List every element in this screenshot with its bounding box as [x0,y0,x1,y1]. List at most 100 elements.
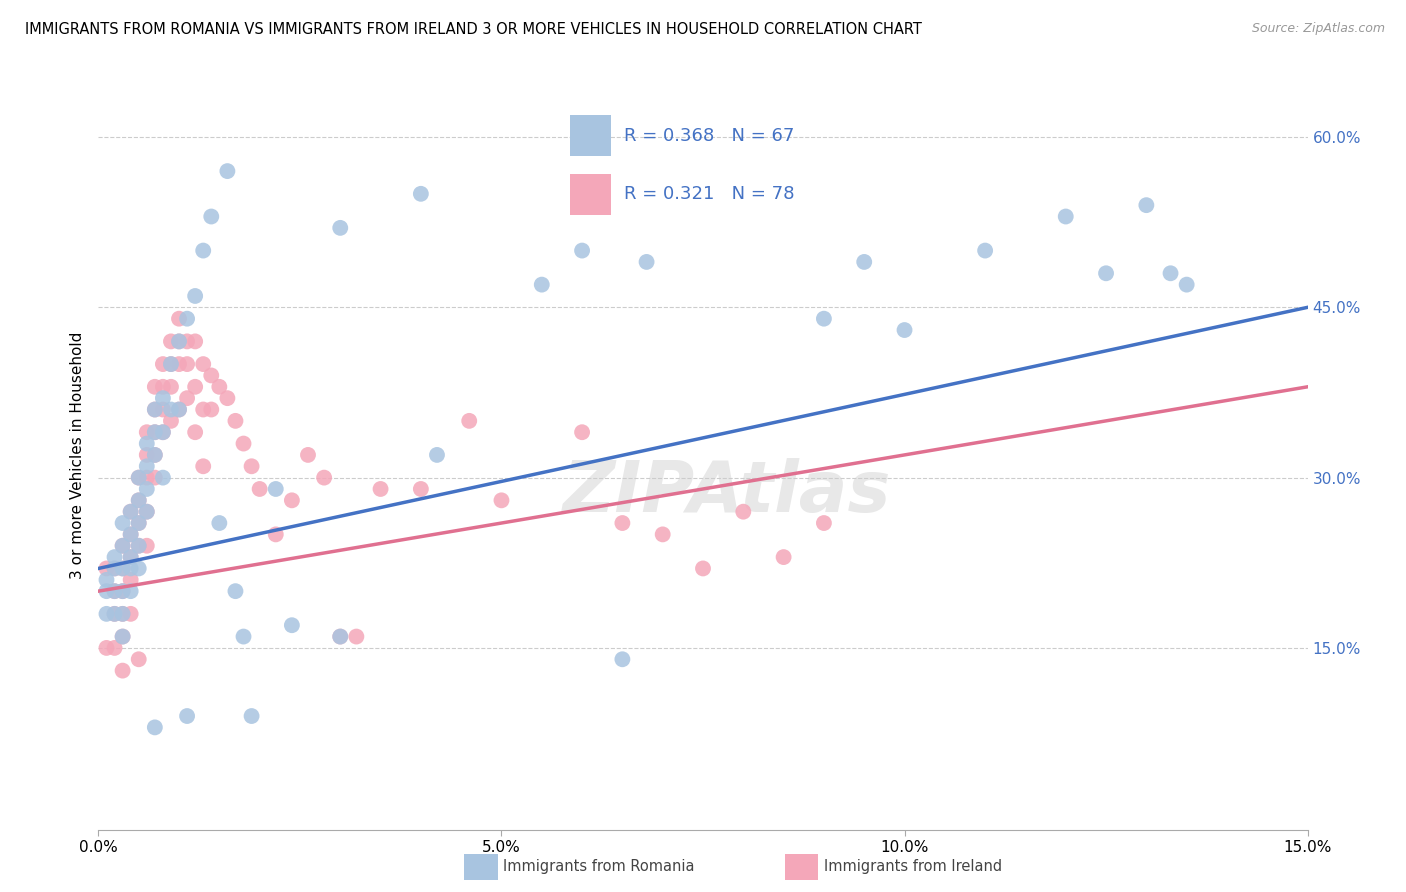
Point [281,493,304,508]
Point [111,607,134,621]
Point [733,505,755,519]
Point [152,391,174,405]
Point [176,311,198,326]
Point [143,425,166,440]
Point [176,334,198,349]
Point [184,334,207,349]
Point [96,640,118,655]
Point [111,630,134,644]
Point [571,244,593,258]
Point [111,607,134,621]
Point [96,607,118,621]
Point [103,584,125,599]
Point [893,323,915,337]
Point [692,561,714,575]
Point [160,380,183,394]
Point [1095,266,1118,280]
Point [120,573,142,587]
Point [224,414,246,428]
Point [167,402,190,417]
Point [176,709,198,723]
Point [152,357,174,371]
Point [208,380,231,394]
Point [1054,210,1077,224]
Point [264,482,287,496]
Point [152,425,174,440]
Point [135,505,157,519]
Point [370,482,392,496]
Point [128,652,150,666]
Text: Immigrants from Romania: Immigrants from Romania [503,859,695,874]
Text: Source: ZipAtlas.com: Source: ZipAtlas.com [1251,22,1385,36]
Point [143,402,166,417]
Point [249,482,271,496]
Point [120,527,142,541]
Point [458,414,481,428]
Point [135,436,157,450]
Point [530,277,553,292]
Point [329,630,352,644]
Point [813,311,835,326]
Text: IMMIGRANTS FROM ROMANIA VS IMMIGRANTS FROM IRELAND 3 OR MORE VEHICLES IN HOUSEHO: IMMIGRANTS FROM ROMANIA VS IMMIGRANTS FR… [25,22,922,37]
Point [974,244,997,258]
Point [103,561,125,575]
Point [160,357,183,371]
Point [120,550,142,565]
Point [128,493,150,508]
Point [314,470,336,484]
Point [111,561,134,575]
Point [612,652,634,666]
Point [143,448,166,462]
Point [103,607,125,621]
Point [128,470,150,484]
Point [491,493,513,508]
Point [184,425,207,440]
Point [152,470,174,484]
Point [160,402,183,417]
Point [120,584,142,599]
Point [120,505,142,519]
Point [103,607,125,621]
Point [1135,198,1157,212]
Point [103,584,125,599]
Point [329,630,352,644]
Point [167,334,190,349]
Point [167,334,190,349]
Point [1160,266,1182,280]
Point [96,561,118,575]
Point [96,573,118,587]
Point [120,527,142,541]
Point [612,516,634,530]
Point [813,516,835,530]
Point [167,357,190,371]
Point [143,720,166,734]
Point [143,470,166,484]
Point [636,255,658,269]
Point [160,334,183,349]
Point [120,561,142,575]
Point [232,436,254,450]
Point [329,220,352,235]
Point [217,391,239,405]
Point [128,539,150,553]
Text: Immigrants from Ireland: Immigrants from Ireland [824,859,1002,874]
Point [200,368,222,383]
Point [167,311,190,326]
Point [103,561,125,575]
Point [176,391,198,405]
Point [135,459,157,474]
Point [120,505,142,519]
Point [152,380,174,394]
Point [571,425,593,440]
Point [143,402,166,417]
Point [184,380,207,394]
Point [128,516,150,530]
Point [176,357,198,371]
Y-axis label: 3 or more Vehicles in Household: 3 or more Vehicles in Household [69,331,84,579]
Point [143,425,166,440]
Point [281,618,304,632]
Point [232,630,254,644]
Text: ZIPAtlas: ZIPAtlas [562,458,891,527]
Point [103,640,125,655]
Point [200,402,222,417]
